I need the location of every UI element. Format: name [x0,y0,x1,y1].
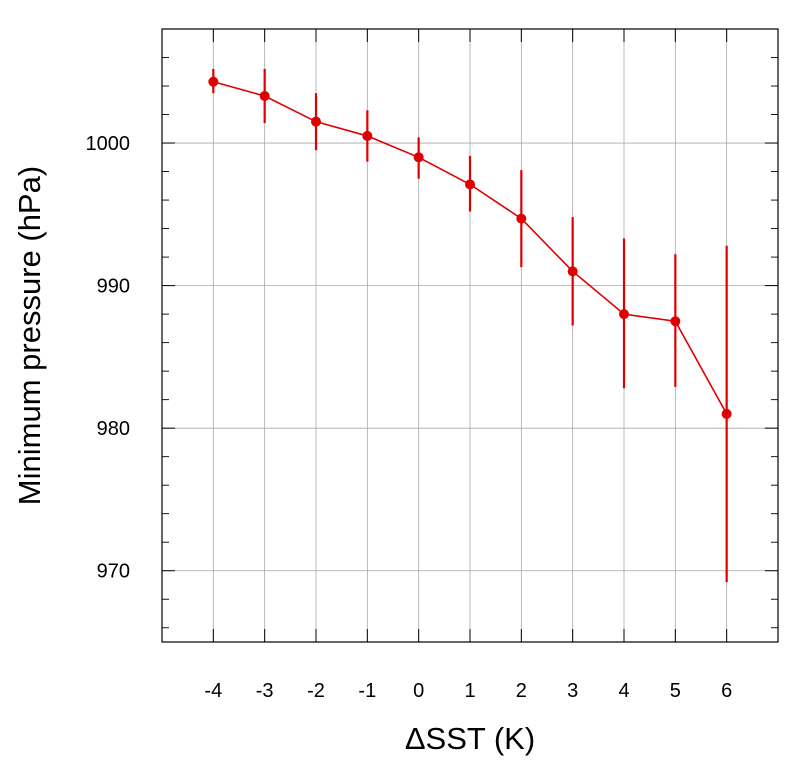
data-point [567,266,578,277]
x-tick-label: 3 [567,680,578,702]
x-tick-label: -3 [256,680,274,702]
x-axis-title: ΔSST (K) [405,721,535,756]
series-layer [208,68,732,583]
y-tick-label: 1000 [86,133,131,155]
data-point [311,116,321,127]
x-tick-label: 1 [464,680,475,702]
data-point [619,309,629,320]
data-point [465,179,475,190]
y-tick-label: 980 [97,418,130,440]
x-tick-label: 4 [618,680,629,702]
data-point [413,152,424,163]
y-tick-label: 990 [97,276,130,298]
x-tick-label: -2 [307,680,325,702]
data-point [208,76,219,87]
data-point [670,316,681,327]
data-point [516,213,527,224]
tick-labels: -4 -3 -2 -1 0 1 2 3 4 5 6 970 980 990 1000 [86,133,733,702]
data-point [362,130,373,141]
y-axis-title: Minimum pressure (hPa) [12,166,47,505]
x-tick-label: 2 [516,680,527,702]
x-tick-label: 6 [721,680,732,702]
data-point [721,408,732,419]
major-ticks [162,29,778,642]
x-tick-label: -4 [204,680,222,702]
y-tick-label: 970 [97,561,130,583]
x-tick-label: 0 [413,680,424,702]
plot-frame [161,28,779,643]
grid-lines [162,29,778,642]
data-point [259,91,270,102]
x-tick-label: 5 [670,680,681,702]
x-tick-label: -1 [358,680,376,702]
